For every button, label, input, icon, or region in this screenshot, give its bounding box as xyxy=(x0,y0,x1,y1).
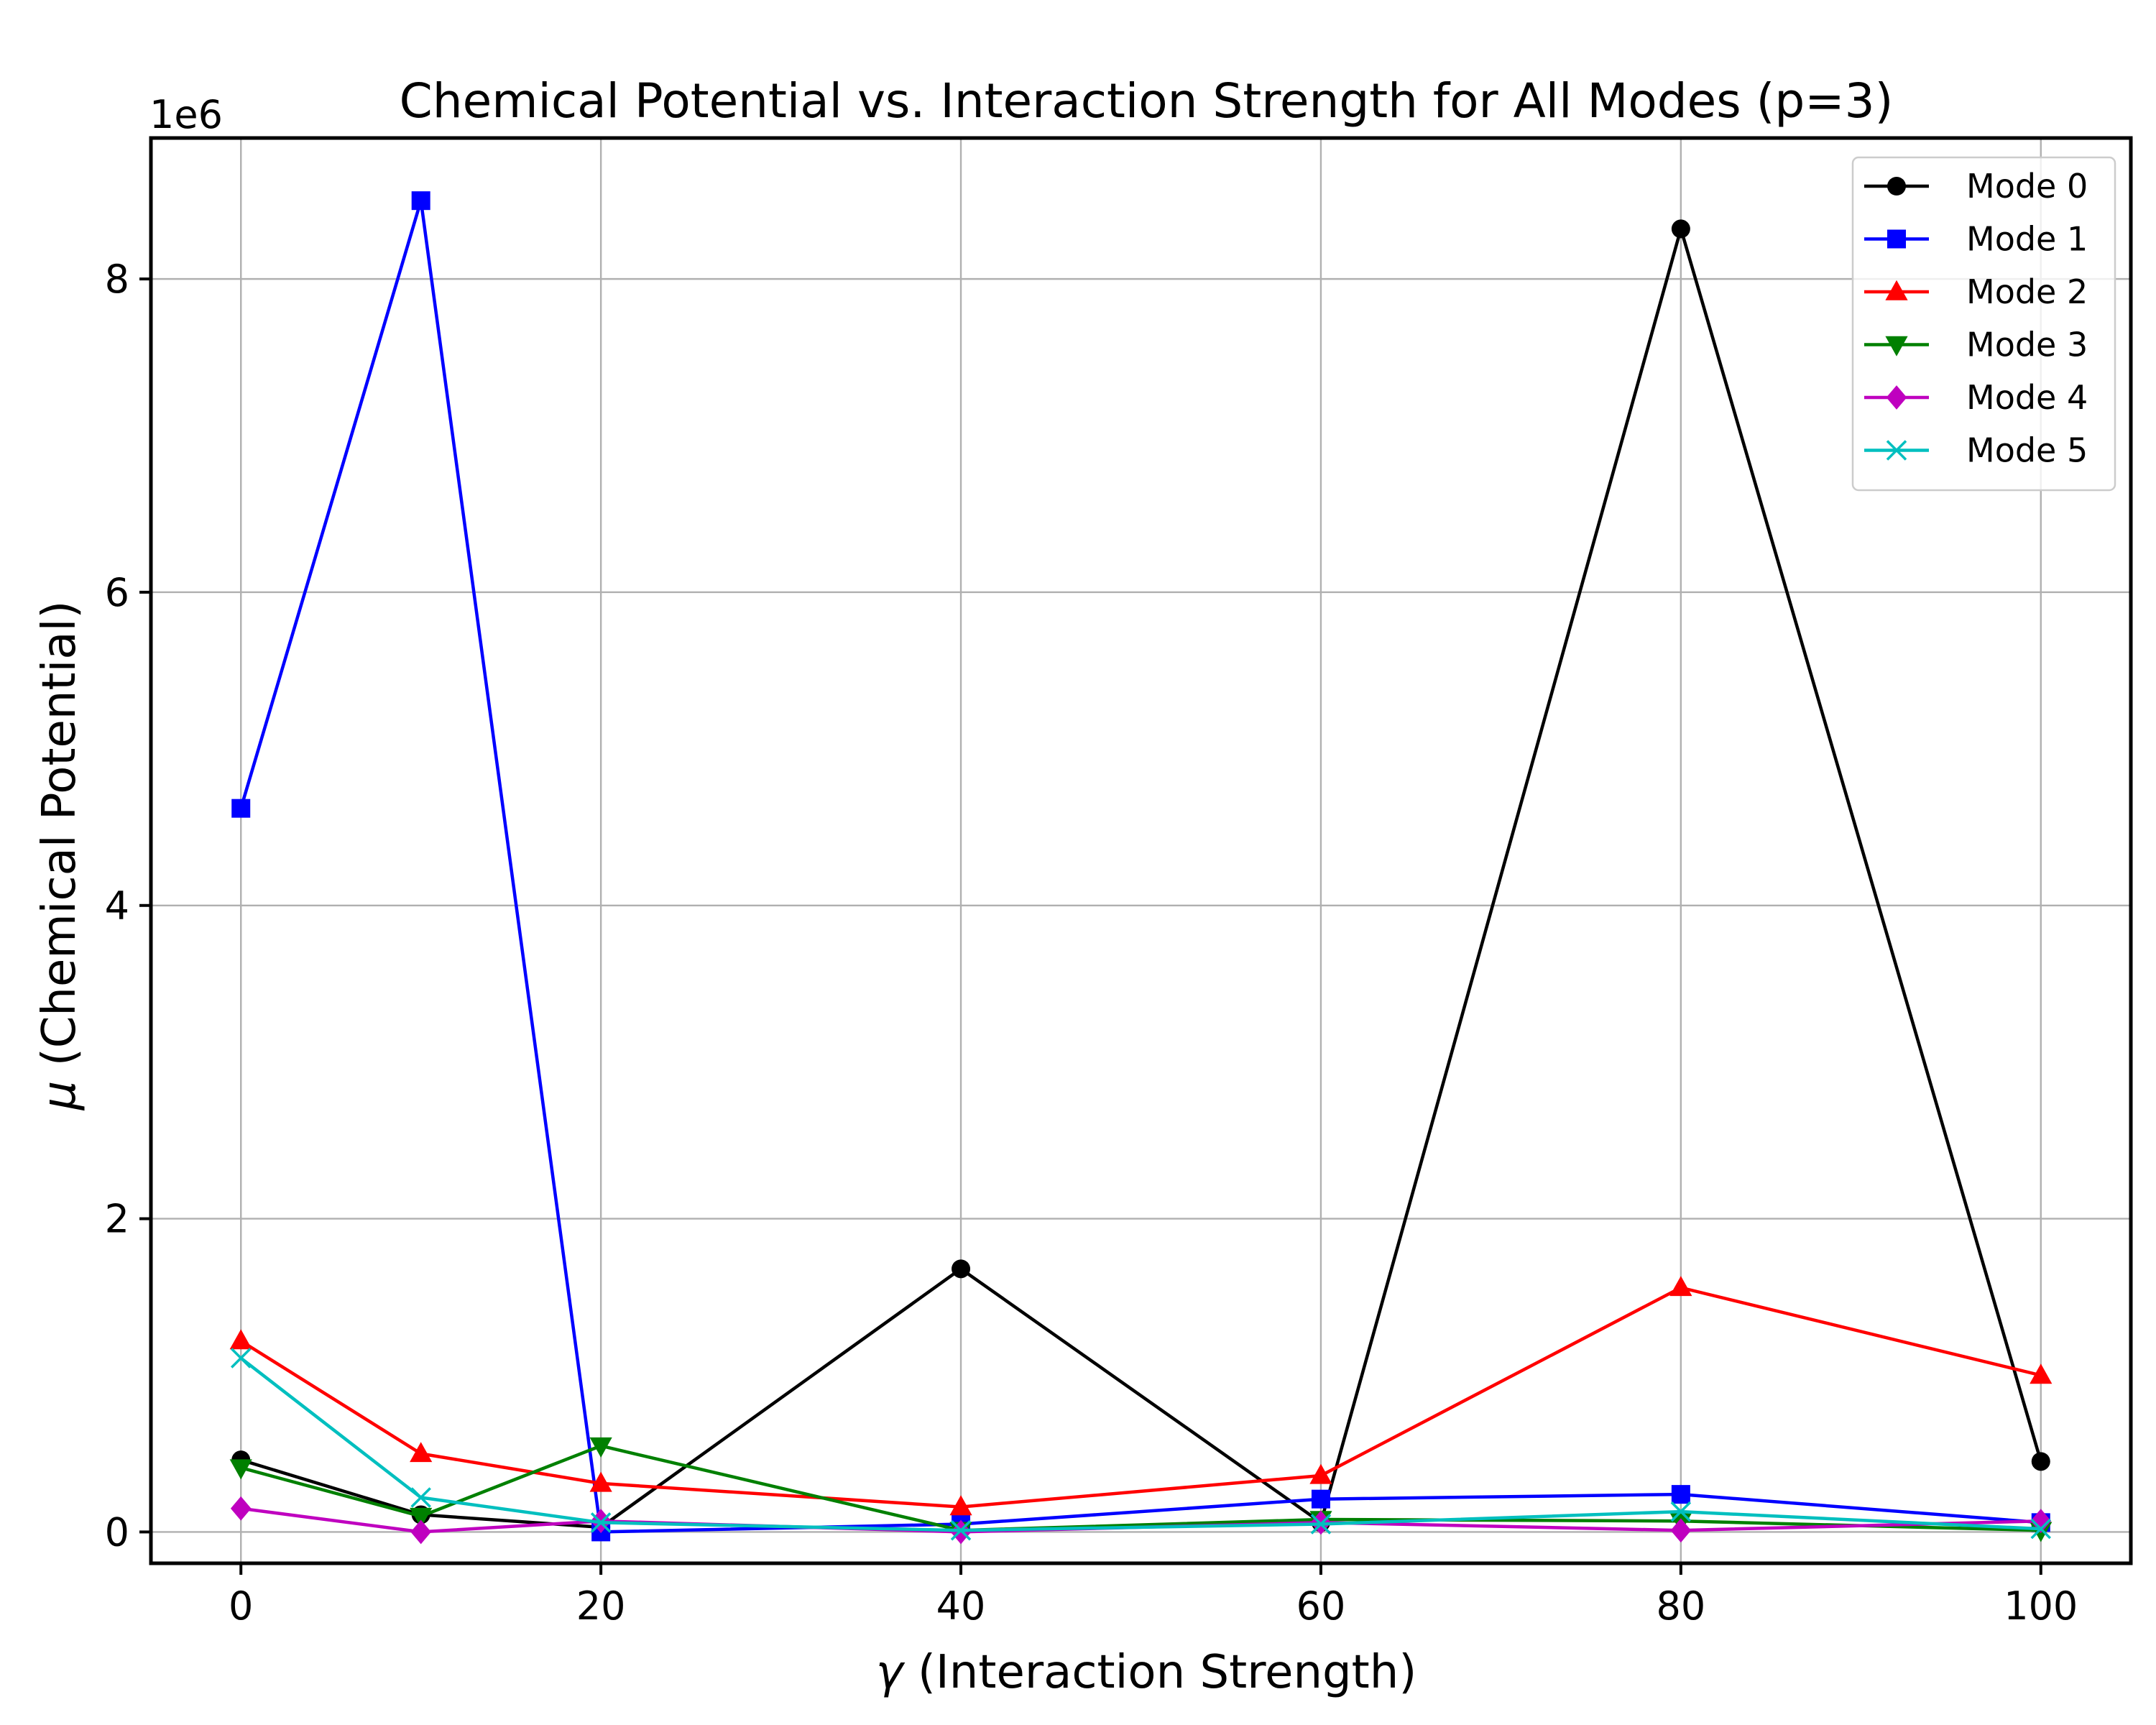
x-tick-label: 80 xyxy=(1657,1583,1706,1629)
legend-entry-mode-2: Mode 2 xyxy=(1864,272,2088,311)
legend-label-mode-2: Mode 2 xyxy=(1966,272,2088,311)
y-tick-label: 4 xyxy=(105,883,129,929)
legend-label-mode-5: Mode 5 xyxy=(1966,431,2088,470)
data-point-mode-5 xyxy=(950,1520,972,1541)
data-point-mode-1 xyxy=(1311,1489,1330,1509)
data-point-mode-5-stroke xyxy=(410,1487,431,1508)
data-point-mode-0 xyxy=(1671,219,1690,239)
data-point-mode-2 xyxy=(1309,1463,1332,1484)
data-point-mode-2 xyxy=(2030,1363,2053,1384)
data-point-mode-5 xyxy=(230,1348,252,1368)
legend-marker-mode-0 xyxy=(1887,177,1906,196)
chart-title: Chemical Potential vs. Interaction Stren… xyxy=(400,73,1894,129)
x-axis-label: γ (Interaction Strength) xyxy=(876,1646,1417,1699)
data-point-mode-4 xyxy=(230,1496,252,1521)
legend-entry-mode-5: Mode 5 xyxy=(1864,431,2088,470)
y-tick-label: 0 xyxy=(105,1509,129,1555)
data-point-mode-2 xyxy=(410,1442,433,1463)
legend-entry-mode-4: Mode 4 xyxy=(1864,378,2088,417)
data-point-mode-2 xyxy=(589,1471,612,1492)
data-point-mode-1 xyxy=(411,191,430,211)
legend-marker-mode-1 xyxy=(1887,229,1906,249)
x-tick-label: 60 xyxy=(1296,1583,1346,1629)
data-point-mode-3 xyxy=(410,1507,433,1528)
legend-marker-mode-4 xyxy=(1886,385,1907,410)
y-tick-label: 6 xyxy=(105,570,129,615)
series-mode-2 xyxy=(229,1276,2053,1516)
legend-label-mode-1: Mode 1 xyxy=(1966,220,2088,259)
data-point-mode-2 xyxy=(949,1495,972,1516)
data-point-mode-1 xyxy=(1671,1485,1690,1504)
legend-entry-mode-3: Mode 3 xyxy=(1864,326,2088,364)
legend-label-mode-4: Mode 4 xyxy=(1966,378,2088,417)
data-point-mode-5 xyxy=(2030,1518,2052,1540)
x-tick-label: 40 xyxy=(936,1583,986,1629)
legend: Mode 0 Mode 1 Mode 2 Mode 3 Mode 4 Mode 5 xyxy=(1851,156,2116,492)
x-axis-symbol: γ xyxy=(876,1646,906,1699)
data-point-mode-1 xyxy=(231,799,251,818)
y-axis-symbol: μ xyxy=(33,1081,86,1111)
data-point-mode-5 xyxy=(410,1487,431,1508)
data-point-mode-0 xyxy=(952,1259,971,1279)
data-point-mode-5-stroke xyxy=(1670,1501,1692,1522)
data-point-mode-0 xyxy=(2031,1452,2050,1471)
data-point-mode-5-stroke xyxy=(590,1512,612,1533)
ticks: 0 20 40 60 80 100 0 2 4 6 8 xyxy=(105,257,2078,1629)
data-point-mode-5-stroke xyxy=(950,1520,972,1541)
legend-label-mode-0: Mode 0 xyxy=(1966,167,2088,206)
data-point-mode-5 xyxy=(1670,1501,1692,1522)
data-point-mode-4 xyxy=(410,1519,431,1545)
legend-entry-mode-1: Mode 1 xyxy=(1864,220,2088,259)
legend-entry-mode-0: Mode 0 xyxy=(1864,167,2088,206)
data-point-mode-5-stroke xyxy=(230,1348,252,1368)
plot-frame xyxy=(149,136,2133,1565)
x-tick-label: 20 xyxy=(576,1583,626,1629)
data-point-mode-2 xyxy=(1669,1276,1692,1297)
y-offset-label: 1e6 xyxy=(149,92,223,137)
x-tick-label: 100 xyxy=(2004,1583,2078,1629)
legend-marker-mode-5 xyxy=(1886,440,1907,461)
data-point-mode-3 xyxy=(589,1437,612,1458)
x-axis-label-text: (Interaction Strength) xyxy=(903,1646,1417,1699)
data-point-mode-2 xyxy=(229,1329,252,1350)
legend-marker-mode-5-stroke xyxy=(1886,440,1907,461)
y-axis-label-text: (Chemical Potential) xyxy=(33,601,86,1081)
data-point-mode-4 xyxy=(1670,1518,1692,1543)
series-layer xyxy=(229,191,2053,1545)
legend-marker-mode-2 xyxy=(1885,280,1908,300)
data-point-mode-3 xyxy=(229,1459,252,1480)
legend-marker-mode-3 xyxy=(1885,336,1908,356)
legend-label-mode-3: Mode 3 xyxy=(1966,326,2088,364)
y-tick-label: 8 xyxy=(105,257,129,302)
series-mode-5 xyxy=(230,1348,2052,1541)
x-tick-label: 0 xyxy=(229,1583,253,1629)
data-point-mode-5-stroke xyxy=(2030,1518,2052,1540)
y-axis-label: μ (Chemical Potential) xyxy=(33,601,86,1111)
y-tick-label: 2 xyxy=(105,1197,129,1242)
data-point-mode-5-stroke xyxy=(1310,1514,1332,1535)
data-point-mode-4 xyxy=(2030,1509,2052,1534)
data-point-mode-5 xyxy=(590,1512,612,1533)
data-point-mode-5 xyxy=(1310,1514,1332,1535)
